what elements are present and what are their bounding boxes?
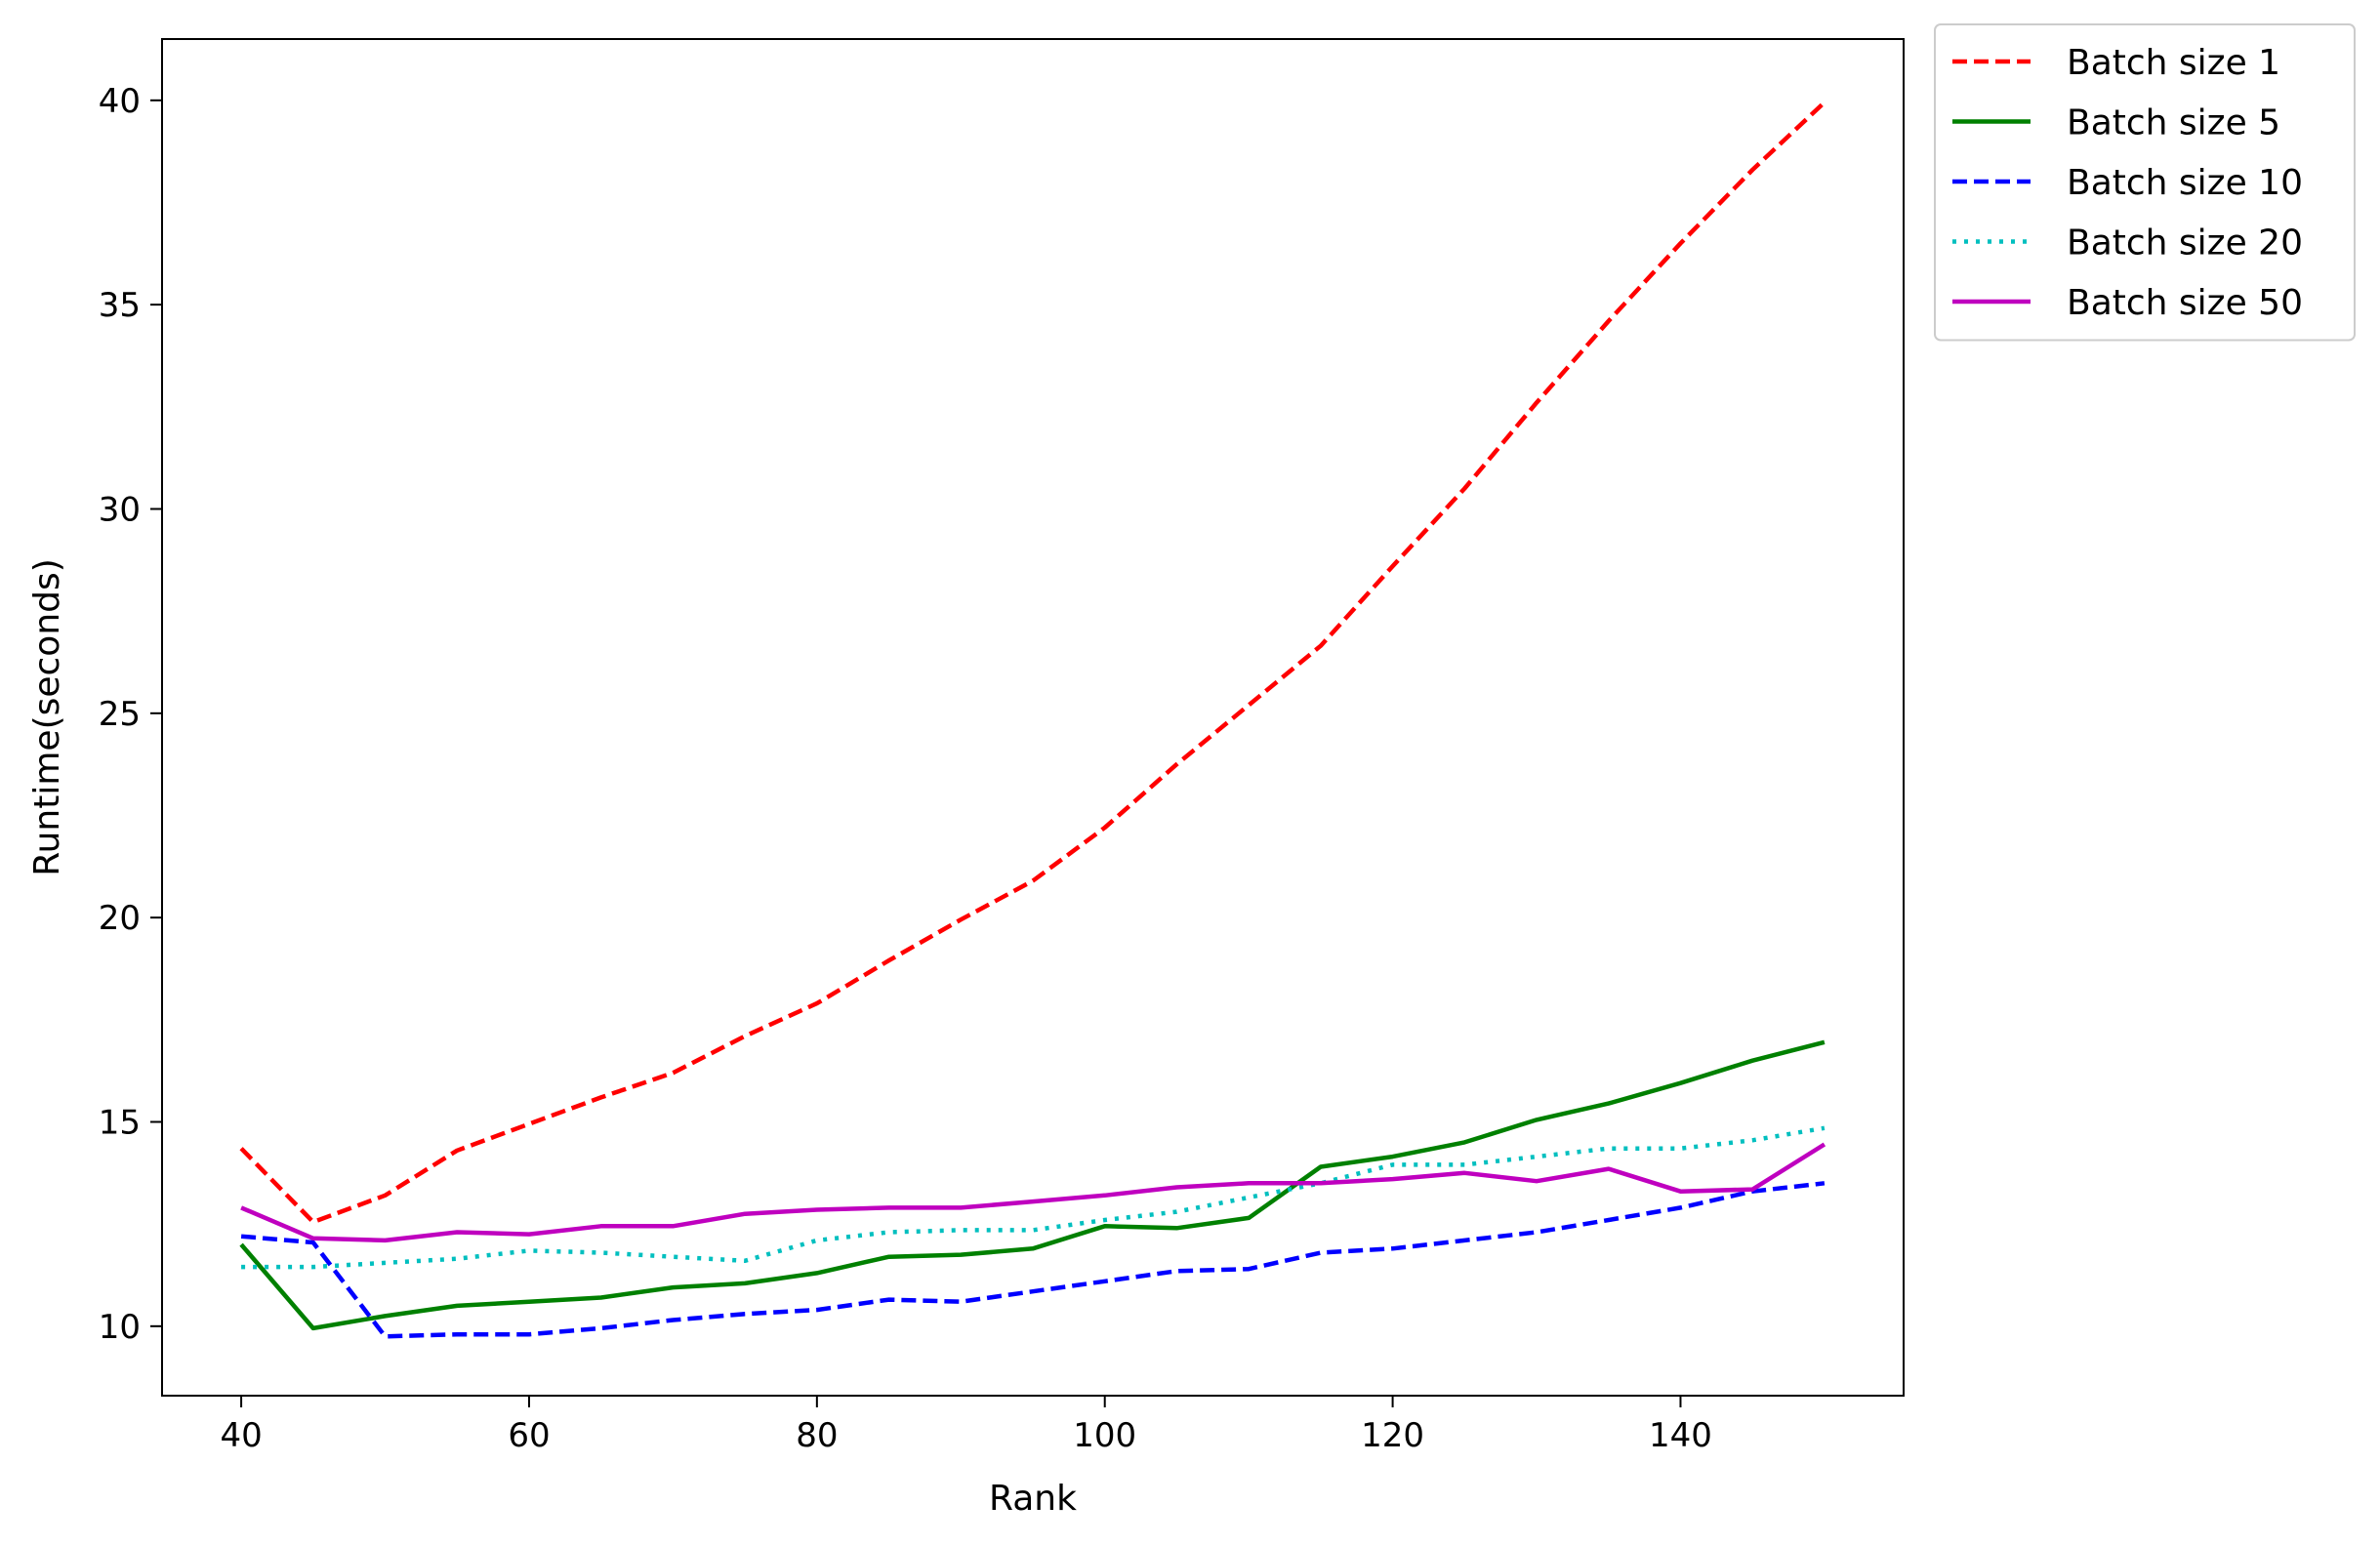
y-tick-label: 30 — [99, 490, 141, 529]
series-line-1 — [239, 101, 1826, 1225]
legend-label-5: Batch size 50 — [2067, 283, 2303, 323]
y-tick-label: 35 — [99, 286, 141, 325]
legend-label-2: Batch size 5 — [2067, 103, 2280, 143]
legend: Batch size 1 Batch size 5 Batch size 10 Bat… — [1934, 23, 2356, 342]
y-tick-label: 15 — [99, 1103, 141, 1142]
plot-lines — [239, 101, 1826, 1339]
legend-label-3: Batch size 10 — [2067, 163, 2303, 203]
series-line-2 — [239, 1039, 1826, 1331]
x-tick-label: 140 — [1649, 1416, 1712, 1455]
y-tick-label: 20 — [99, 899, 141, 938]
legend-label-4: Batch size 20 — [2067, 224, 2303, 264]
x-tick-label: 120 — [1361, 1416, 1424, 1455]
x-axis-title: Rank — [989, 1479, 1077, 1519]
x-tick-label: 80 — [796, 1416, 838, 1455]
x-tick-label: 100 — [1073, 1416, 1136, 1455]
x-tick-label: 60 — [508, 1416, 550, 1455]
series-line-5 — [240, 1142, 1826, 1243]
x-axis: 40 60 80 100 120 140 — [220, 1396, 1712, 1455]
y-tick-label: 40 — [99, 82, 141, 121]
plot-frame — [161, 38, 1905, 1397]
y-tick-label: 25 — [99, 695, 141, 734]
y-axis: 10 15 20 25 30 35 40 — [99, 82, 162, 1347]
y-axis-title: Runtime(seconds) — [27, 558, 67, 876]
y-tick-label: 10 — [99, 1308, 141, 1347]
legend-box — [1934, 23, 2356, 342]
series-line-3 — [240, 1181, 1826, 1339]
x-tick-label: 40 — [220, 1416, 262, 1455]
legend-label-1: Batch size 1 — [2067, 43, 2280, 83]
